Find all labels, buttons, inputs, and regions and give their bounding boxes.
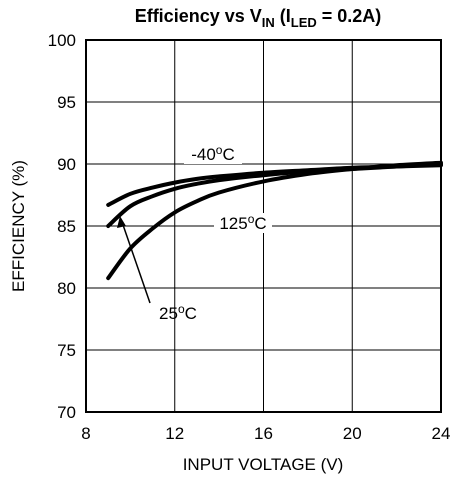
series-label-0: -40oC <box>184 143 242 164</box>
y-tick-label: 100 <box>48 31 76 50</box>
label-background <box>214 213 272 233</box>
x-tick-label: 12 <box>165 424 184 443</box>
series-line-2 <box>106 160 443 281</box>
series-label-text: -40oC <box>191 143 235 164</box>
y-tick-label: 75 <box>57 341 76 360</box>
series-label-2: 125oC <box>214 212 272 233</box>
label-background <box>184 144 242 164</box>
series-line-1 <box>106 162 443 228</box>
y-axis-label: EFFICIENCY (%) <box>9 160 28 292</box>
series-label-1: 25oC <box>159 302 197 323</box>
chart-title: Efficiency vs VIN (ILED = 0.2A) <box>135 6 382 30</box>
y-tick-label: 95 <box>57 93 76 112</box>
x-tick-label: 16 <box>254 424 273 443</box>
arrow-head-icon <box>117 216 126 228</box>
x-axis-label: INPUT VOLTAGE (V) <box>183 455 344 474</box>
degree-symbol: o <box>248 212 255 226</box>
degree-symbol: o <box>178 302 185 316</box>
y-tick-label: 85 <box>57 217 76 236</box>
series-label-text: 25oC <box>159 302 197 323</box>
series-label-text: 125oC <box>219 212 266 233</box>
plot-frame <box>85 39 442 413</box>
series-annotations: -40oC 125oC 25oC <box>117 143 272 323</box>
tick-labels: 8 12 16 20 24 70 75 80 85 90 95 100 <box>48 31 451 443</box>
y-tick-label: 80 <box>57 279 76 298</box>
y-tick-label: 70 <box>57 403 76 422</box>
series-layer <box>106 160 443 281</box>
series-line-0 <box>106 163 443 207</box>
x-tick-label: 24 <box>432 424 451 443</box>
leader-line <box>121 221 151 304</box>
degree-symbol: o <box>216 143 223 157</box>
x-tick-label: 8 <box>81 424 90 443</box>
y-tick-label: 90 <box>57 155 76 174</box>
x-tick-label: 20 <box>343 424 362 443</box>
